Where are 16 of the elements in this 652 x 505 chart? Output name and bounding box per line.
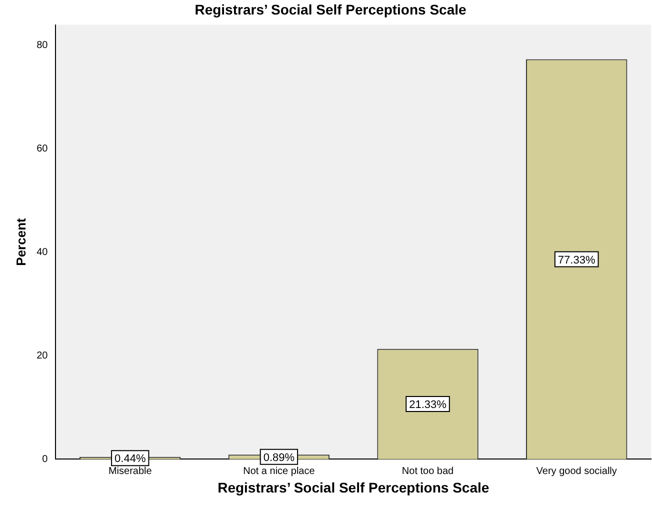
data-label: 21.33% — [409, 399, 447, 412]
data-label: 0.44% — [114, 453, 146, 466]
y-tick-label: 60 — [36, 144, 48, 155]
y-tick-label: 80 — [36, 40, 48, 52]
y-tick-label: 40 — [36, 247, 48, 258]
data-label: 0.89% — [263, 452, 295, 464]
chart-title: Registrars’ Social Self Perceptions Scale — [194, 1, 466, 18]
x-tick-label: Not too bad — [402, 466, 454, 477]
y-axis-title: Percent — [13, 217, 28, 266]
y-tick-label: 20 — [36, 350, 48, 362]
x-tick-label: Very good socially — [536, 466, 617, 477]
x-tick-label: Miserable — [108, 466, 152, 477]
x-tick-label: Not a nice place — [243, 466, 316, 477]
x-axis-title: Registrars’ Social Self Perceptions Scale — [218, 479, 490, 496]
y-tick-label: 0 — [42, 454, 48, 465]
data-label: 77.33% — [558, 254, 596, 266]
